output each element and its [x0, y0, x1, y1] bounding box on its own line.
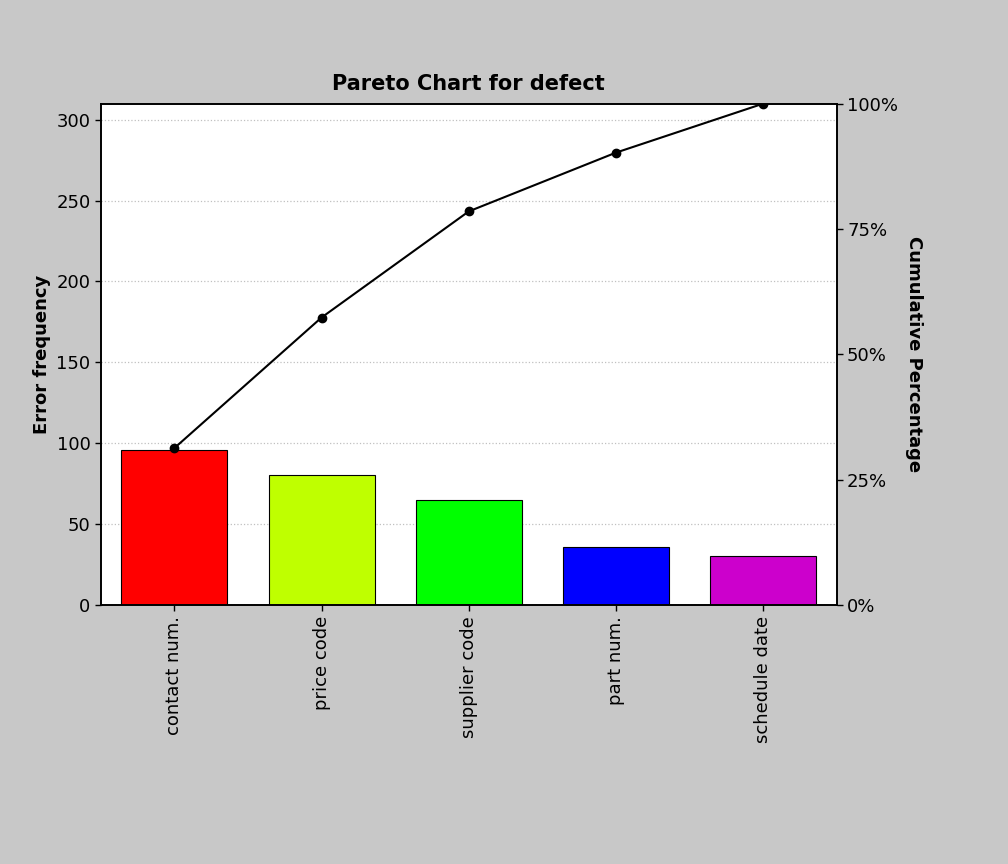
Bar: [268, 475, 375, 605]
Bar: [562, 547, 669, 605]
Bar: [710, 556, 816, 605]
Bar: [415, 499, 522, 605]
Y-axis label: Error frequency: Error frequency: [32, 275, 50, 434]
Bar: [121, 449, 228, 605]
Y-axis label: Cumulative Percentage: Cumulative Percentage: [905, 236, 923, 473]
Title: Pareto Chart for defect: Pareto Chart for defect: [333, 73, 605, 94]
